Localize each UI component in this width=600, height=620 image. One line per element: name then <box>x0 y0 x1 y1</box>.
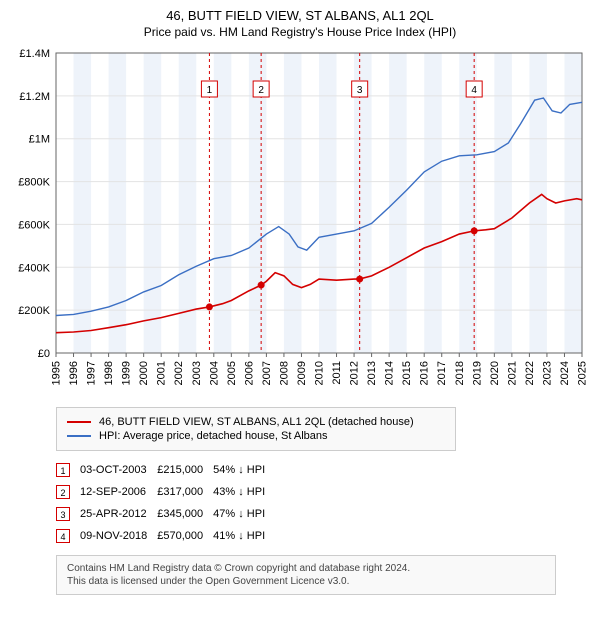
sale-marker: 4 <box>56 529 70 543</box>
svg-text:1996: 1996 <box>68 361 80 385</box>
legend-swatch-hpi <box>67 435 91 437</box>
sale-price: £345,000 <box>157 503 213 525</box>
svg-text:2017: 2017 <box>436 361 448 385</box>
sale-price: £215,000 <box>157 459 213 481</box>
svg-text:2009: 2009 <box>296 361 308 385</box>
sale-row: 2 12-SEP-2006£317,00043% ↓ HPI <box>56 481 275 503</box>
svg-text:2012: 2012 <box>349 361 361 385</box>
legend-box: 46, BUTT FIELD VIEW, ST ALBANS, AL1 2QL … <box>56 407 456 451</box>
attribution-line1: Contains HM Land Registry data © Crown c… <box>67 562 545 575</box>
sale-date: 03-OCT-2003 <box>80 459 157 481</box>
svg-text:2008: 2008 <box>278 361 290 385</box>
chart-svg: £0 £200K £400K £600K £800K £1M £1.2M £1.4M 1995 1… <box>8 47 592 397</box>
svg-text:1995: 1995 <box>51 361 63 385</box>
sale-marker: 1 <box>56 463 70 477</box>
chart-area: £0 £200K £400K £600K £800K £1M £1.2M £1.4M 1995 1… <box>8 47 592 397</box>
sale-delta: 54% ↓ HPI <box>213 459 275 481</box>
svg-text:2013: 2013 <box>366 361 378 385</box>
svg-text:2022: 2022 <box>524 361 536 385</box>
svg-text:2019: 2019 <box>471 361 483 385</box>
svg-text:2014: 2014 <box>384 361 396 385</box>
sale-marker: 2 <box>56 485 70 499</box>
svg-text:2004: 2004 <box>208 361 220 385</box>
svg-text:1: 1 <box>207 85 213 96</box>
svg-text:£0: £0 <box>38 348 50 360</box>
svg-text:£1M: £1M <box>29 134 50 146</box>
sale-marker: 3 <box>56 507 70 521</box>
svg-text:£1.4M: £1.4M <box>19 48 50 60</box>
sale-delta: 41% ↓ HPI <box>213 525 275 547</box>
sale-row: 1 03-OCT-2003£215,00054% ↓ HPI <box>56 459 275 481</box>
sale-date: 25-APR-2012 <box>80 503 157 525</box>
svg-text:2000: 2000 <box>138 361 150 385</box>
svg-text:£600K: £600K <box>18 219 50 231</box>
svg-text:2001: 2001 <box>156 361 168 385</box>
svg-text:2011: 2011 <box>331 361 343 385</box>
sale-table: 1 03-OCT-2003£215,00054% ↓ HPI 2 12-SEP-200… <box>56 459 275 547</box>
svg-text:£400K: £400K <box>18 262 50 274</box>
chart-title: 46, BUTT FIELD VIEW, ST ALBANS, AL1 2QL <box>8 8 592 23</box>
svg-text:2007: 2007 <box>261 361 273 385</box>
svg-text:2016: 2016 <box>419 361 431 385</box>
svg-text:1997: 1997 <box>86 361 98 385</box>
sale-price: £317,000 <box>157 481 213 503</box>
svg-text:2025: 2025 <box>577 361 589 385</box>
attribution-box: Contains HM Land Registry data © Crown c… <box>56 555 556 595</box>
sale-date: 09-NOV-2018 <box>80 525 157 547</box>
sale-price: £570,000 <box>157 525 213 547</box>
svg-text:2005: 2005 <box>226 361 238 385</box>
sale-delta: 47% ↓ HPI <box>213 503 275 525</box>
svg-text:2021: 2021 <box>506 361 518 385</box>
svg-text:2023: 2023 <box>541 361 553 385</box>
svg-text:2006: 2006 <box>243 361 255 385</box>
svg-text:2010: 2010 <box>314 361 326 385</box>
svg-text:3: 3 <box>357 85 363 96</box>
legend-label-property: 46, BUTT FIELD VIEW, ST ALBANS, AL1 2QL … <box>99 416 414 428</box>
svg-text:£800K: £800K <box>18 177 50 189</box>
legend-swatch-property <box>67 421 91 423</box>
svg-text:£200K: £200K <box>18 305 50 317</box>
svg-text:2003: 2003 <box>191 361 203 385</box>
svg-text:2: 2 <box>258 85 264 96</box>
attribution-line2: This data is licensed under the Open Gov… <box>67 575 545 588</box>
legend-row-hpi: HPI: Average price, detached house, St A… <box>67 430 445 442</box>
svg-text:1999: 1999 <box>121 361 133 385</box>
legend-row-property: 46, BUTT FIELD VIEW, ST ALBANS, AL1 2QL … <box>67 416 445 428</box>
sale-row: 4 09-NOV-2018£570,00041% ↓ HPI <box>56 525 275 547</box>
legend-label-hpi: HPI: Average price, detached house, St A… <box>99 430 328 442</box>
svg-text:1998: 1998 <box>103 361 115 385</box>
sale-delta: 43% ↓ HPI <box>213 481 275 503</box>
svg-text:£1.2M: £1.2M <box>19 91 50 103</box>
sale-row: 3 25-APR-2012£345,00047% ↓ HPI <box>56 503 275 525</box>
svg-text:2018: 2018 <box>454 361 466 385</box>
svg-text:2020: 2020 <box>489 361 501 385</box>
svg-text:2015: 2015 <box>401 361 413 385</box>
svg-text:4: 4 <box>471 85 477 96</box>
svg-text:2002: 2002 <box>173 361 185 385</box>
sale-date: 12-SEP-2006 <box>80 481 157 503</box>
chart-subtitle: Price paid vs. HM Land Registry's House … <box>8 25 592 39</box>
svg-text:2024: 2024 <box>559 361 571 385</box>
